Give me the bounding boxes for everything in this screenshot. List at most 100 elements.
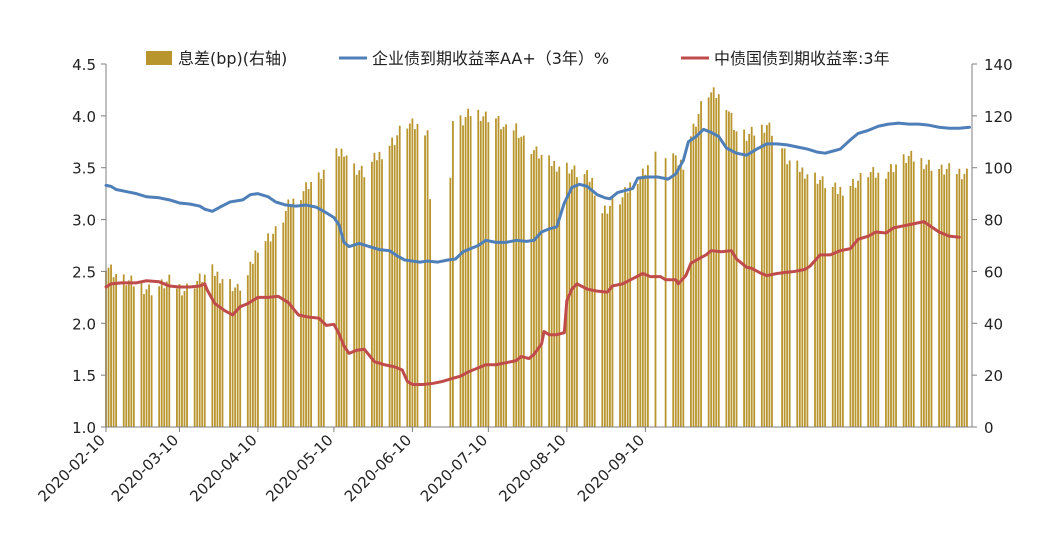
- right-axis-tick-label: 60: [984, 263, 1003, 281]
- spread-bar: [538, 158, 540, 427]
- spread-bar: [305, 182, 307, 427]
- right-axis-tick-label: 40: [984, 315, 1003, 333]
- right-axis-tick-label: 120: [984, 108, 1013, 126]
- x-axis-tick-label: 2020-05-10: [262, 431, 336, 505]
- spread-bar: [219, 283, 221, 427]
- spread-bar: [558, 166, 561, 428]
- spread-bar: [905, 162, 908, 428]
- spread-bar: [609, 205, 611, 427]
- spread-bar: [644, 174, 647, 427]
- spread-bar: [565, 162, 568, 428]
- spread-bar: [920, 158, 923, 427]
- x-axis-tick-label: 2020-06-10: [341, 431, 415, 505]
- spread-bar: [203, 274, 206, 427]
- spread-bar: [302, 191, 305, 427]
- spread-bar: [391, 137, 394, 427]
- spread-bar: [798, 171, 801, 427]
- left-axis-tick-label: 3.0: [72, 212, 96, 230]
- spread-bar: [925, 164, 928, 427]
- x-axis-tick-label: 2020-07-10: [417, 431, 491, 505]
- spread-bar: [664, 158, 667, 427]
- spread-bar: [484, 111, 487, 427]
- spread-bar: [143, 294, 145, 427]
- spread-bar: [502, 126, 505, 427]
- right-axis-tick-label: 80: [984, 212, 1003, 230]
- spread-bar: [345, 155, 348, 427]
- series-lines: [104, 121, 971, 386]
- spread-bar: [960, 179, 963, 427]
- spread-bar: [307, 188, 310, 427]
- spread-bar: [353, 163, 356, 427]
- spread-bar: [540, 154, 543, 427]
- spread-bar: [515, 123, 518, 427]
- spread-bar: [816, 183, 819, 427]
- spread-bar: [107, 267, 110, 427]
- spread-bar: [735, 131, 738, 427]
- spread-bar: [841, 195, 844, 427]
- spread-bar: [624, 187, 626, 427]
- spread-bar: [803, 178, 806, 427]
- spread-bar: [588, 181, 591, 427]
- spread-bar: [814, 172, 816, 427]
- spread-bar: [378, 151, 381, 427]
- spread-bar: [530, 153, 533, 427]
- spread-bar: [505, 124, 507, 427]
- spread-bar: [393, 144, 396, 427]
- spread-bar: [181, 295, 183, 427]
- spread-bar: [733, 129, 735, 428]
- spread-bar: [229, 279, 231, 427]
- spread-bar: [788, 160, 791, 427]
- spread-bar: [593, 195, 596, 427]
- spread-bar: [690, 136, 692, 428]
- spread-bar: [176, 288, 178, 427]
- spread-bar: [125, 285, 128, 427]
- spread-bar: [728, 111, 730, 427]
- spread-bar: [677, 165, 680, 427]
- spread-bar: [140, 283, 143, 427]
- spread-bar: [381, 159, 383, 428]
- spread-bar: [745, 140, 748, 427]
- spread-bar: [469, 116, 472, 428]
- spread-bar: [282, 222, 285, 427]
- legend-label-spread: 息差(bp)(右轴): [178, 49, 287, 68]
- spread-bar: [459, 115, 462, 427]
- spread-bar: [300, 200, 302, 428]
- legend-label-corp-aa: 企业债到期收益率AA+（3年）%: [372, 49, 609, 68]
- spread-bar: [872, 167, 875, 427]
- spread-bar: [692, 123, 695, 428]
- spread-bar: [938, 169, 940, 427]
- spread-bar: [198, 273, 201, 427]
- spread-bar: [586, 170, 589, 427]
- spread-bar: [193, 288, 196, 427]
- spread-bar: [254, 250, 257, 427]
- spread-bar: [522, 135, 525, 427]
- x-axis-tick-label: 2020-04-10: [186, 431, 260, 505]
- spread-bar: [682, 169, 685, 427]
- spread-bar: [725, 110, 728, 428]
- spread-bar: [591, 177, 594, 427]
- spread-bar: [573, 165, 576, 427]
- spread-bar: [753, 135, 756, 427]
- spread-bar: [771, 135, 773, 427]
- spread-bar: [482, 116, 485, 427]
- spread-bar: [221, 279, 224, 427]
- spread-bar: [150, 295, 153, 427]
- spread-bar: [654, 151, 657, 427]
- spread-bar: [424, 135, 426, 427]
- spread-bar: [869, 172, 872, 427]
- spread-bar: [408, 123, 411, 427]
- spread-bar: [892, 172, 895, 427]
- x-axis-tick-label: 2020-03-10: [108, 431, 182, 505]
- spread-bar: [555, 171, 558, 427]
- gov-yield-line: [104, 220, 961, 386]
- spread-bar: [839, 186, 842, 427]
- left-axis-tick-label: 4.5: [72, 56, 96, 74]
- spread-bar: [824, 188, 827, 427]
- spread-bar: [674, 155, 677, 427]
- spread-bar: [406, 128, 409, 427]
- spread-bar: [398, 125, 401, 428]
- spread-bar: [945, 168, 948, 427]
- spread-bar: [168, 274, 171, 427]
- spread-bar: [626, 192, 629, 427]
- right-axis-tick-label: 140: [984, 56, 1013, 74]
